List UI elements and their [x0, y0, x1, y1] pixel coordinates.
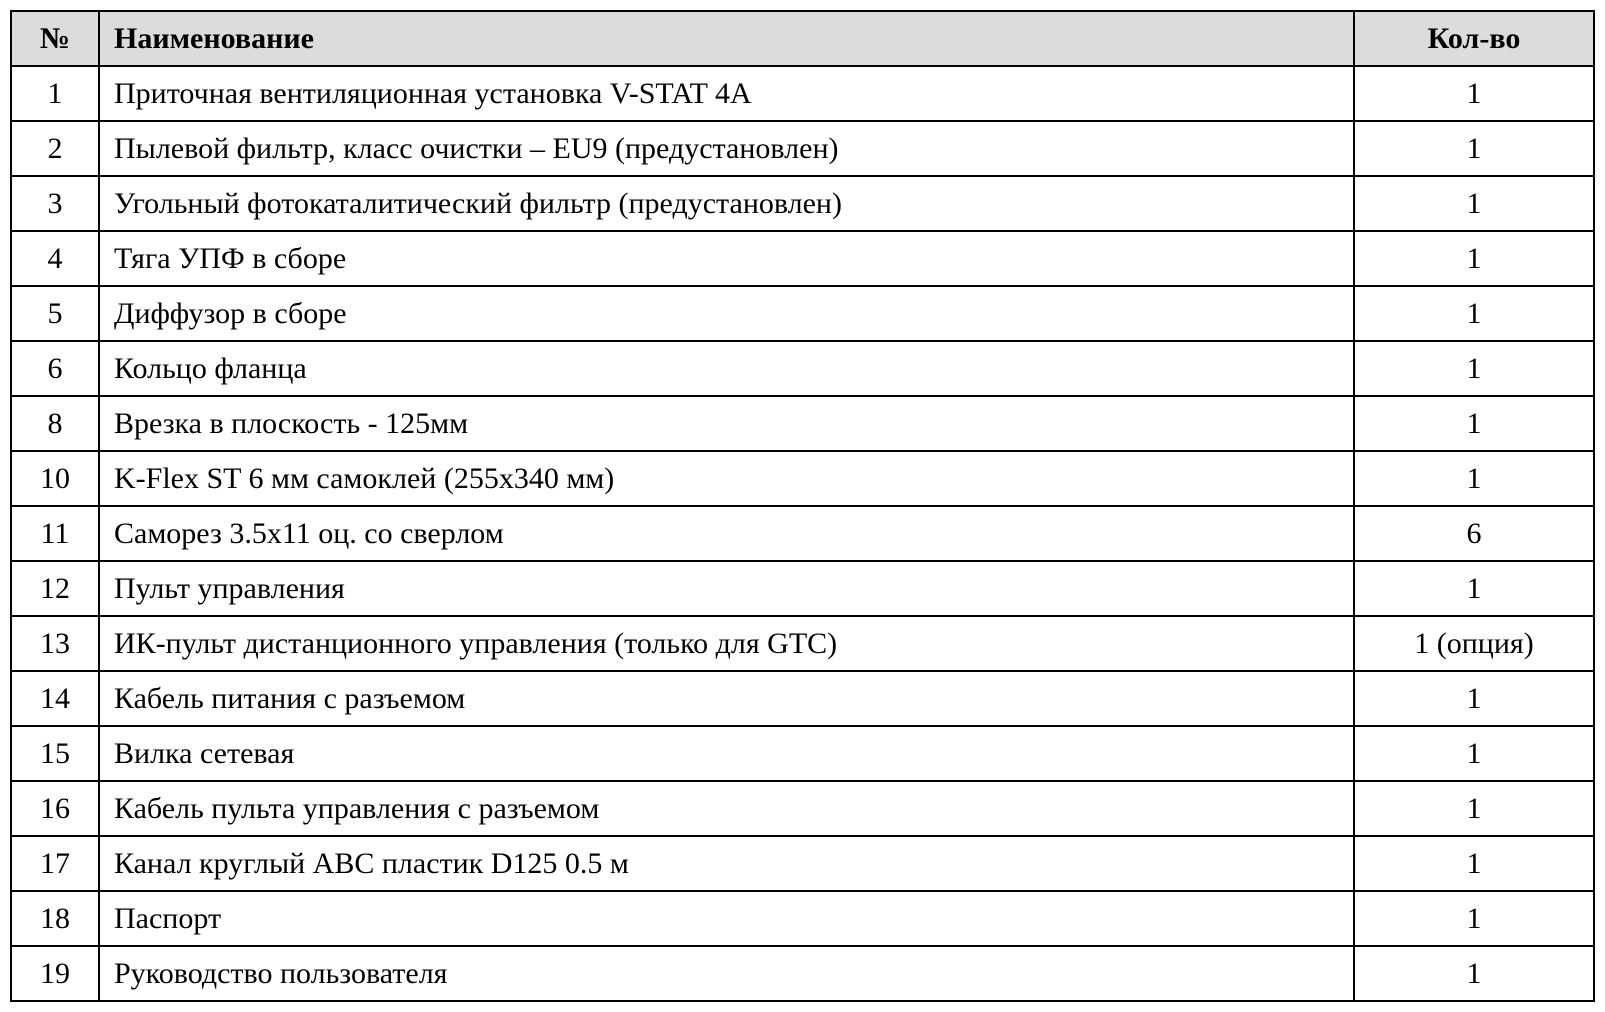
cell-num: 19 [11, 946, 99, 1001]
cell-num: 11 [11, 506, 99, 561]
cell-name: ИК-пульт дистанционного управления (толь… [99, 616, 1354, 671]
cell-num: 13 [11, 616, 99, 671]
table-row: 1Приточная вентиляционная установка V-ST… [11, 66, 1594, 121]
cell-qty: 1 [1354, 836, 1594, 891]
table-body: 1Приточная вентиляционная установка V-ST… [11, 66, 1594, 1001]
header-name: Наименование [99, 11, 1354, 66]
cell-num: 18 [11, 891, 99, 946]
cell-num: 1 [11, 66, 99, 121]
table-header: № Наименование Кол-во [11, 11, 1594, 66]
table-row: 4Тяга УПФ в сборе1 [11, 231, 1594, 286]
header-row: № Наименование Кол-во [11, 11, 1594, 66]
cell-name: Врезка в плоскость - 125мм [99, 396, 1354, 451]
table-row: 6Кольцо фланца1 [11, 341, 1594, 396]
table-row: 17Канал круглый АВС пластик D125 0.5 м1 [11, 836, 1594, 891]
cell-name: Кабель питания с разъемом [99, 671, 1354, 726]
table-row: 19Руководство пользователя1 [11, 946, 1594, 1001]
cell-num: 8 [11, 396, 99, 451]
cell-name: Руководство пользователя [99, 946, 1354, 1001]
cell-qty: 1 [1354, 671, 1594, 726]
cell-qty: 1 [1354, 66, 1594, 121]
cell-name: Приточная вентиляционная установка V-STA… [99, 66, 1354, 121]
cell-num: 4 [11, 231, 99, 286]
cell-qty: 1 [1354, 341, 1594, 396]
cell-qty: 1 [1354, 781, 1594, 836]
cell-name: Пульт управления [99, 561, 1354, 616]
table-row: 12Пульт управления1 [11, 561, 1594, 616]
cell-num: 5 [11, 286, 99, 341]
cell-qty: 1 [1354, 121, 1594, 176]
table-row: 3Угольный фотокаталитический фильтр (пре… [11, 176, 1594, 231]
header-num: № [11, 11, 99, 66]
table-row: 14Кабель питания с разъемом1 [11, 671, 1594, 726]
table-row: 16Кабель пульта управления с разъемом1 [11, 781, 1594, 836]
table-row: 18Паспорт1 [11, 891, 1594, 946]
header-qty: Кол-во [1354, 11, 1594, 66]
cell-name: Кольцо фланца [99, 341, 1354, 396]
cell-num: 14 [11, 671, 99, 726]
cell-num: 2 [11, 121, 99, 176]
cell-num: 15 [11, 726, 99, 781]
cell-name: Вилка сетевая [99, 726, 1354, 781]
cell-qty: 1 [1354, 176, 1594, 231]
cell-name: Угольный фотокаталитический фильтр (пред… [99, 176, 1354, 231]
parts-table: № Наименование Кол-во 1Приточная вентиля… [10, 10, 1595, 1002]
cell-num: 10 [11, 451, 99, 506]
table-row: 2Пылевой фильтр, класс очистки – EU9 (пр… [11, 121, 1594, 176]
cell-qty: 1 [1354, 396, 1594, 451]
cell-qty: 1 [1354, 231, 1594, 286]
cell-num: 12 [11, 561, 99, 616]
cell-name: Пылевой фильтр, класс очистки – EU9 (пре… [99, 121, 1354, 176]
cell-qty: 6 [1354, 506, 1594, 561]
cell-name: K-Flex ST 6 мм самоклей (255х340 мм) [99, 451, 1354, 506]
cell-qty: 1 [1354, 946, 1594, 1001]
cell-name: Кабель пульта управления с разъемом [99, 781, 1354, 836]
cell-num: 17 [11, 836, 99, 891]
cell-qty: 1 [1354, 561, 1594, 616]
cell-num: 6 [11, 341, 99, 396]
cell-qty: 1 (опция) [1354, 616, 1594, 671]
table-row: 5Диффузор в сборе1 [11, 286, 1594, 341]
cell-name: Диффузор в сборе [99, 286, 1354, 341]
cell-name: Саморез 3.5х11 оц. со сверлом [99, 506, 1354, 561]
cell-name: Тяга УПФ в сборе [99, 231, 1354, 286]
cell-qty: 1 [1354, 891, 1594, 946]
table-row: 15Вилка сетевая1 [11, 726, 1594, 781]
cell-qty: 1 [1354, 726, 1594, 781]
table-row: 10K-Flex ST 6 мм самоклей (255х340 мм)1 [11, 451, 1594, 506]
table-row: 8Врезка в плоскость - 125мм1 [11, 396, 1594, 451]
table-row: 11Саморез 3.5х11 оц. со сверлом6 [11, 506, 1594, 561]
table-row: 13ИК-пульт дистанционного управления (то… [11, 616, 1594, 671]
cell-num: 3 [11, 176, 99, 231]
cell-qty: 1 [1354, 451, 1594, 506]
cell-name: Канал круглый АВС пластик D125 0.5 м [99, 836, 1354, 891]
cell-qty: 1 [1354, 286, 1594, 341]
cell-num: 16 [11, 781, 99, 836]
cell-name: Паспорт [99, 891, 1354, 946]
